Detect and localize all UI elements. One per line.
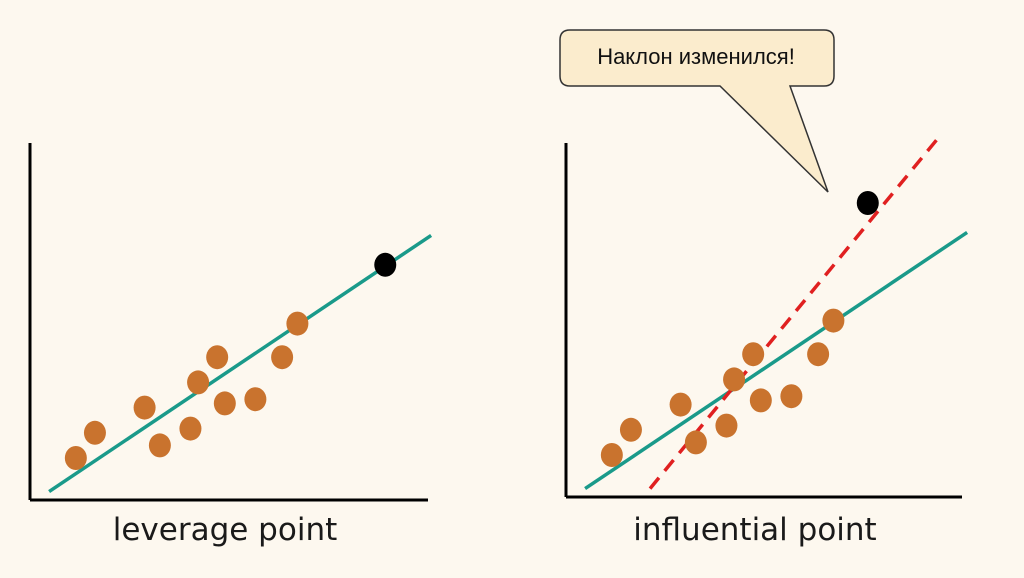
data-point — [213, 391, 236, 416]
data-point — [715, 413, 738, 438]
data-point — [64, 446, 87, 470]
data-point — [807, 342, 830, 367]
callout-bubble — [559, 29, 835, 193]
data-point — [187, 370, 210, 395]
data-point — [742, 342, 765, 367]
data-point — [179, 416, 202, 441]
regression-line — [584, 230, 969, 491]
left-panel — [28, 143, 433, 502]
shifted-regression-line — [648, 138, 938, 490]
data-point — [148, 433, 171, 458]
data-point — [83, 420, 106, 445]
data-point — [780, 384, 803, 409]
data-point — [244, 387, 267, 412]
data-point — [684, 430, 707, 455]
data-point — [723, 367, 746, 392]
data-point — [271, 345, 294, 370]
data-point — [133, 395, 156, 420]
right-panel — [564, 138, 969, 499]
left-panel-label: leverage point — [112, 512, 338, 548]
data-point — [822, 308, 845, 333]
data-point — [619, 417, 642, 442]
right-panel-label: influential point — [633, 512, 877, 548]
callout-text: Наклон изменился! — [597, 44, 795, 69]
data-point — [206, 345, 229, 370]
regression-line — [48, 233, 433, 494]
outlier-point — [374, 252, 397, 277]
data-point — [749, 388, 772, 413]
data-point — [600, 443, 623, 467]
outlier-point — [856, 191, 879, 215]
data-point — [286, 311, 309, 336]
data-point — [669, 392, 692, 417]
